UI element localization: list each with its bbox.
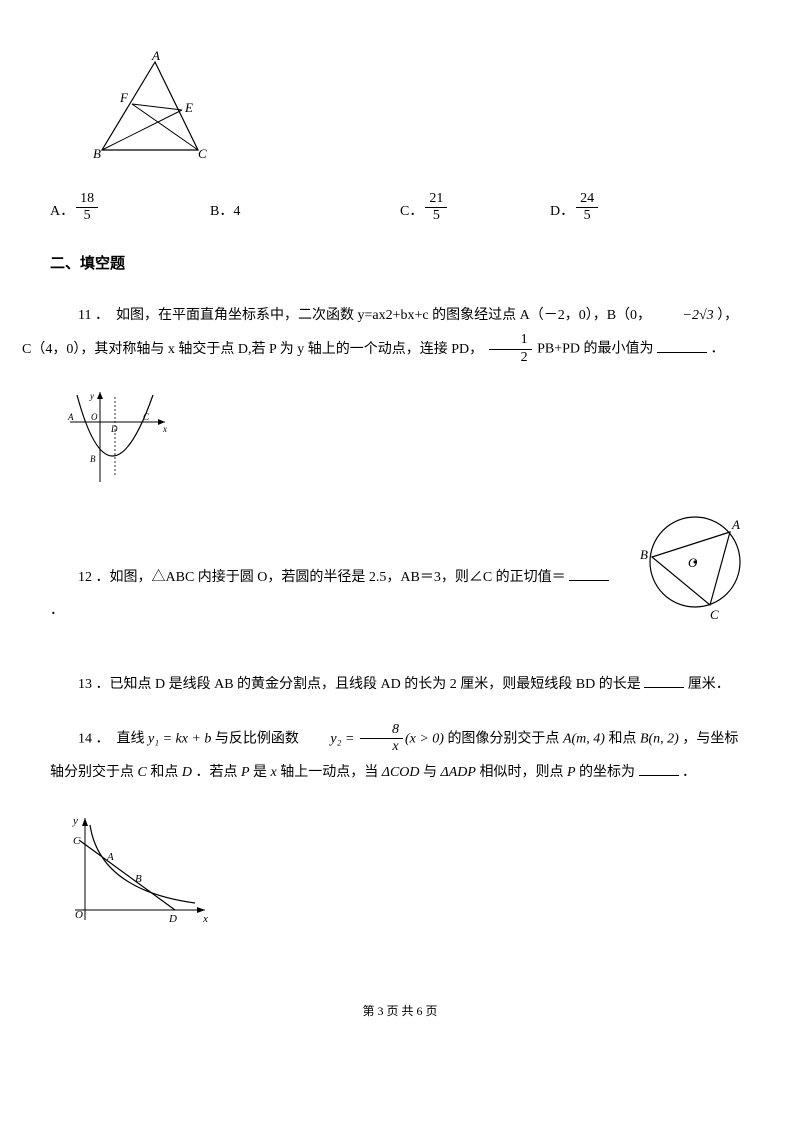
q14-text-k: 相似时，则点 bbox=[479, 765, 567, 780]
q14-y1: y₁ = kx + b bbox=[148, 731, 211, 746]
svg-text:A: A bbox=[106, 851, 114, 863]
q12-num: 12 bbox=[78, 570, 92, 585]
section-2-title: 二、填空题 bbox=[50, 250, 750, 279]
option-C-label: C． bbox=[400, 199, 423, 226]
svg-text:C: C bbox=[198, 146, 207, 161]
q14-num: 14 bbox=[78, 731, 92, 746]
q11-text-e: ． bbox=[711, 342, 725, 357]
q14-pP2: P bbox=[567, 765, 576, 780]
q14-text-g: ．若点 bbox=[195, 765, 241, 780]
q11-blank bbox=[657, 338, 707, 353]
q14-text-h: 是 bbox=[253, 765, 271, 780]
q12-figure: A B C O bbox=[630, 507, 750, 638]
option-C: C． 215 bbox=[400, 191, 550, 226]
q11-text-b: ）， bbox=[717, 308, 738, 323]
question-12: 12 ．如图，△ABC 内接于圆 O，若圆的半径是 2.5，AB＝3，则∠C 的… bbox=[50, 561, 610, 628]
q13-text-a: ．已知点 D 是线段 AB 的黄金分割点，且线段 AD 的长为 2 厘米，则最短… bbox=[96, 677, 641, 692]
option-A-label: A． bbox=[50, 199, 74, 226]
q12-blank bbox=[569, 566, 609, 581]
svg-text:y: y bbox=[72, 815, 78, 827]
svg-text:x: x bbox=[162, 424, 167, 434]
svg-text:O: O bbox=[91, 412, 98, 422]
q14-text-j: 与 bbox=[423, 765, 441, 780]
option-D-label: D． bbox=[550, 199, 574, 226]
svg-text:C: C bbox=[73, 835, 81, 847]
q14-text-d: 和点 bbox=[608, 731, 640, 746]
q14-text-f: 和点 bbox=[150, 765, 182, 780]
q14-text-a: ． 直线 bbox=[96, 731, 149, 746]
q14-text-c: 的图像分别交于点 bbox=[447, 731, 563, 746]
q11-text-c: C（4，0），其对称轴与 x 轴交于点 D,若 P 为 y 轴上的一个动点，连接… bbox=[22, 342, 483, 357]
q14-text-i: 轴上一动点，当 bbox=[280, 765, 382, 780]
svg-text:D: D bbox=[110, 424, 118, 434]
q12-text-b: ． bbox=[50, 603, 64, 618]
q10-options: A． 185 B．4 C． 215 D． 245 bbox=[50, 191, 750, 226]
q14-pD: D bbox=[182, 765, 192, 780]
question-13: 13 ．已知点 D 是线段 AB 的黄金分割点，且线段 AD 的长为 2 厘米，… bbox=[50, 668, 750, 702]
svg-text:A: A bbox=[151, 50, 160, 63]
svg-text:D: D bbox=[168, 913, 177, 925]
q14-text-m: ． bbox=[682, 765, 696, 780]
q14-pA: A(m, 4) bbox=[563, 731, 605, 746]
svg-text:A: A bbox=[67, 412, 74, 422]
q14-pP: P bbox=[241, 765, 250, 780]
q11-text-a: ． 如图，在平面直角坐标系中，二次函数 y=ax2+bx+c 的图象经过点 A（… bbox=[95, 308, 651, 323]
svg-text:C: C bbox=[143, 412, 150, 422]
question-11: 11 ． 如图，在平面直角坐标系中，二次函数 y=ax2+bx+c 的图象经过点… bbox=[50, 299, 750, 367]
svg-text:A: A bbox=[731, 517, 740, 532]
svg-text:B: B bbox=[90, 454, 96, 464]
q11-text-d: PB+PD 的最小值为 bbox=[537, 342, 653, 357]
q14-tri2: ΔADP bbox=[441, 765, 476, 780]
q11-num: 11 bbox=[78, 308, 91, 323]
q14-text-b: 与反比例函数 bbox=[215, 731, 303, 746]
q10-figure: A B C E F bbox=[90, 50, 750, 176]
q12-text-a: ．如图，△ABC 内接于圆 O，若圆的半径是 2.5，AB＝3，则∠C 的正切值… bbox=[96, 570, 566, 585]
q14-tri1: ΔCOD bbox=[382, 765, 420, 780]
svg-text:E: E bbox=[184, 100, 193, 115]
q13-text-b: 厘米． bbox=[688, 677, 730, 692]
q14-px: x bbox=[271, 765, 277, 780]
q11-figure: A O D C B x y bbox=[65, 387, 750, 498]
page-footer: 第 3 页 共 6 页 bbox=[50, 1000, 750, 1023]
q14-pB: B(n, 2) bbox=[640, 731, 679, 746]
q14-y2: y₂ = 8x(x > 0) bbox=[302, 722, 444, 757]
q11-sqrt: −2√3 bbox=[655, 299, 714, 333]
q14-figure: O C A B D x y bbox=[65, 810, 750, 941]
svg-text:B: B bbox=[135, 873, 142, 885]
option-A: A． 185 bbox=[50, 191, 210, 226]
q13-num: 13 bbox=[78, 677, 92, 692]
option-B-label: B．4 bbox=[210, 199, 240, 226]
svg-text:B: B bbox=[93, 146, 101, 161]
q13-blank bbox=[644, 673, 684, 688]
svg-text:O: O bbox=[688, 555, 698, 570]
q14-text-l: 的坐标为 bbox=[579, 765, 635, 780]
svg-text:F: F bbox=[119, 90, 129, 105]
option-D: D． 245 bbox=[550, 191, 600, 226]
svg-text:C: C bbox=[710, 607, 719, 622]
svg-text:x: x bbox=[202, 913, 208, 925]
svg-text:y: y bbox=[89, 391, 94, 401]
question-12-row: 12 ．如图，△ABC 内接于圆 O，若圆的半径是 2.5，AB＝3，则∠C 的… bbox=[50, 507, 750, 648]
option-B: B．4 bbox=[210, 199, 400, 226]
q14-pC: C bbox=[138, 765, 147, 780]
svg-text:B: B bbox=[640, 547, 648, 562]
q14-blank bbox=[639, 761, 679, 776]
svg-text:O: O bbox=[75, 909, 83, 921]
question-14: 14 ． 直线 y₁ = kx + b 与反比例函数 y₂ = 8x(x > 0… bbox=[50, 722, 750, 790]
